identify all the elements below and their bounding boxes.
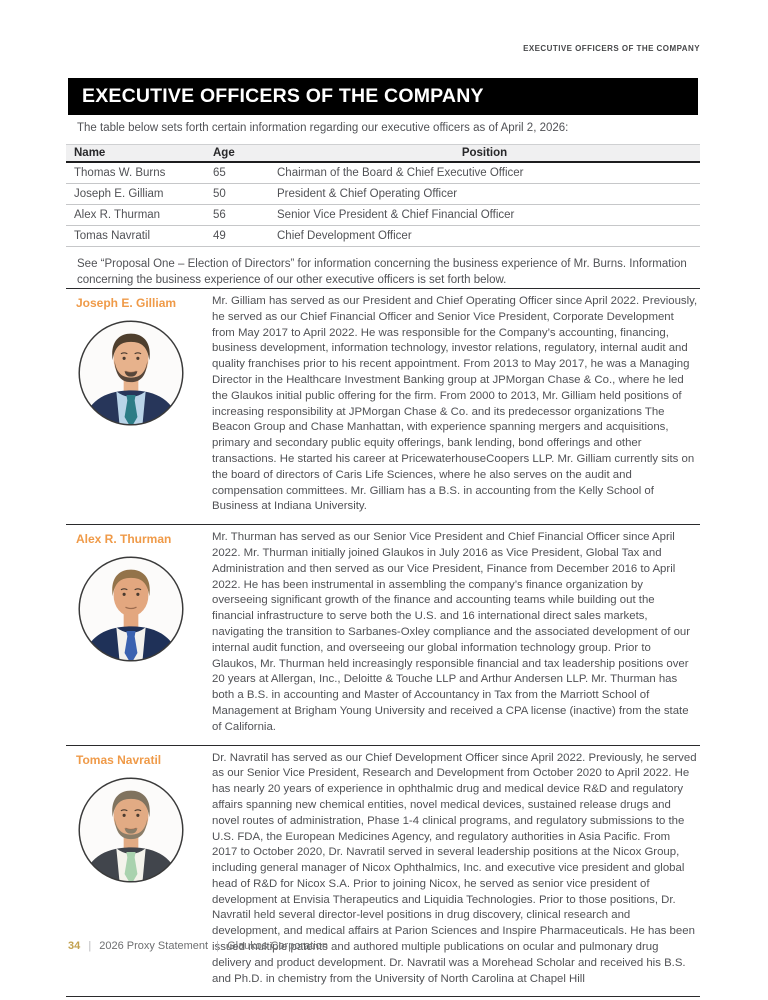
table-cell: 50 xyxy=(205,183,269,205)
note-text: See “Proposal One – Election of Director… xyxy=(77,258,687,286)
column-header-age: Age xyxy=(205,144,269,163)
officers-table: Name Age Position Thomas W. Burns 65 Chairma… xyxy=(66,144,700,247)
table-header-row: Name Age Position xyxy=(66,144,700,163)
company-name: Glaukos Corporation xyxy=(227,940,328,952)
officer-name: Alex R. Thurman xyxy=(76,532,172,547)
running-header: EXECUTIVE OFFICERS OF THE COMPANY xyxy=(523,44,700,53)
bio-section: Alex R. Thurman Mr. Thurman has served a… xyxy=(66,524,700,744)
officer-name: Tomas Navratil xyxy=(76,752,162,767)
page-number: 34 xyxy=(68,940,81,952)
headshot-alex-r-thurman xyxy=(78,556,184,662)
table-cell: Tomas Navratil xyxy=(66,225,205,247)
table-row: Joseph E. Gilliam 50 President & Chief Ope… xyxy=(66,183,700,205)
page-footer: 34 | 2026 Proxy Statement | Glaukos Corp… xyxy=(68,940,328,952)
table-cell: 56 xyxy=(205,204,269,226)
footer-divider: | xyxy=(216,940,219,952)
column-header-name: Name xyxy=(66,144,205,163)
table-cell: Chairman of the Board & Chief Executive … xyxy=(269,162,700,184)
officer-name: Joseph E. Gilliam xyxy=(76,296,177,310)
table-cell: Alex R. Thurman xyxy=(66,204,205,226)
table-row: Thomas W. Burns 65 Chairman of the Board &… xyxy=(66,162,700,184)
table-cell: President & Chief Operating Officer xyxy=(269,183,700,205)
table-row: Tomas Navratil 49 Chief Development Office… xyxy=(66,225,700,247)
bio-left-column: Tomas Navratil xyxy=(66,751,212,988)
section-banner: EXECUTIVE OFFICERS OF THE COMPANY xyxy=(68,78,698,115)
column-header-position: Position xyxy=(269,144,700,163)
table-cell: Chief Development Officer xyxy=(269,225,700,247)
bio-section: Tomas Navratil Dr. Navratil has served a… xyxy=(66,744,700,997)
headshot-tomas-navratil xyxy=(78,776,184,883)
table-cell: Thomas W. Burns xyxy=(66,162,205,184)
bio-left-column: Joseph E. Gilliam xyxy=(66,294,212,515)
intro-text: The table below sets forth certain infor… xyxy=(77,122,569,134)
table-cell: Joseph E. Gilliam xyxy=(66,183,205,205)
bio-left-column: Alex R. Thurman xyxy=(66,530,212,735)
bio-sections: Joseph E. Gilliam Mr. Gilliam has served… xyxy=(66,288,700,998)
officer-bio-text: Mr. Thurman has served as our Senior Vic… xyxy=(212,531,691,733)
table-cell: 49 xyxy=(205,225,269,247)
table-cell: Senior Vice President & Chief Financial … xyxy=(269,204,700,226)
table-row: Alex R. Thurman 56 Senior Vice President &… xyxy=(66,204,700,226)
officer-bio-text: Mr. Gilliam has served as our President … xyxy=(212,295,698,513)
headshot-joseph-e-gilliam xyxy=(78,320,184,426)
table-cell: 65 xyxy=(205,162,269,184)
banner-title: EXECUTIVE OFFICERS OF THE COMPANY xyxy=(82,85,484,107)
footer-divider: | xyxy=(88,940,92,952)
officer-bio-text: Dr. Navratil has served as our Chief Dev… xyxy=(212,751,697,985)
bio-section: Joseph E. Gilliam Mr. Gilliam has served… xyxy=(66,288,700,524)
doc-title: 2026 Proxy Statement xyxy=(99,940,209,952)
